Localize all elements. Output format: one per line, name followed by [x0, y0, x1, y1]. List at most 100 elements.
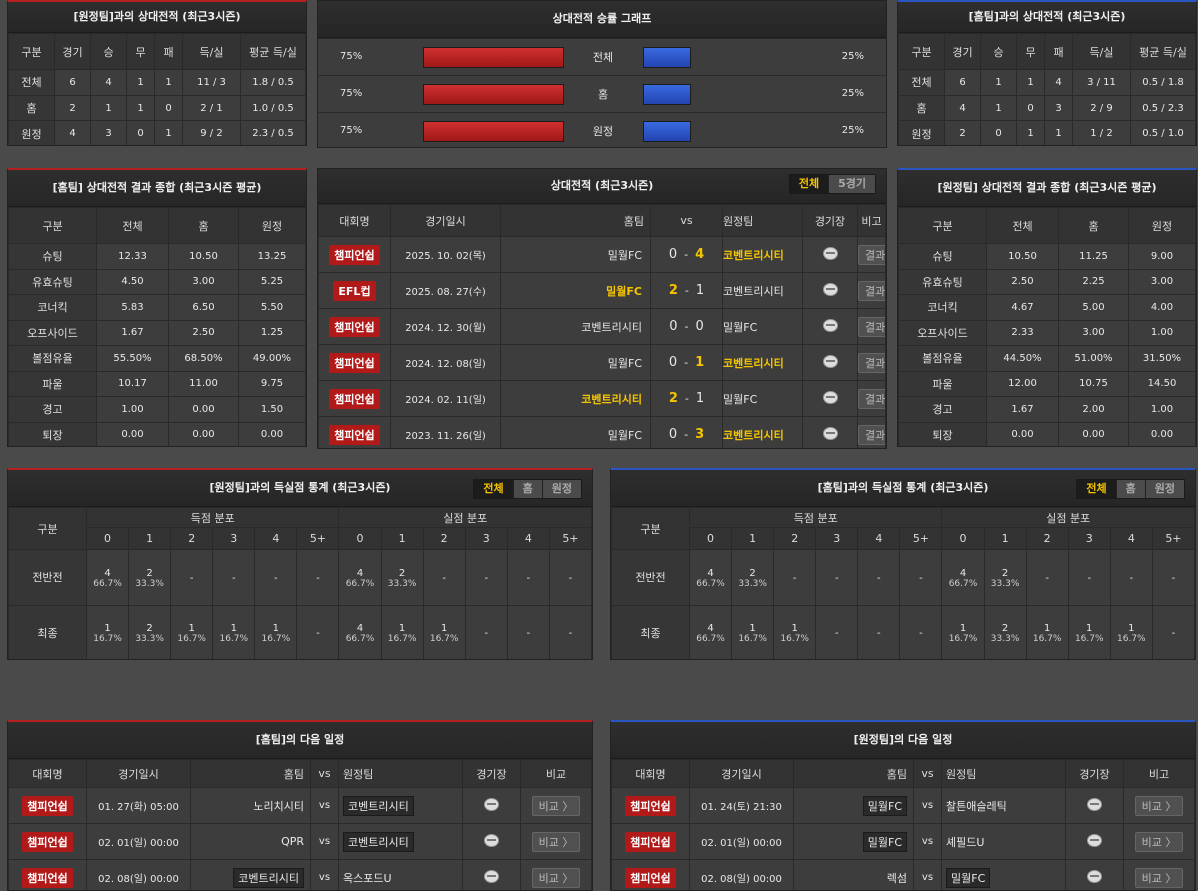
graph-home-bar [423, 47, 564, 68]
goal-col-header: 4 [254, 527, 298, 550]
row-label: 최종 [8, 604, 87, 659]
stadium-icon[interactable] [822, 426, 838, 440]
compare-cell: 비교 〉 [1123, 859, 1195, 890]
away-team[interactable]: 코벤트리시티 [722, 236, 803, 273]
stadium-icon[interactable] [484, 797, 499, 811]
goal-stats-table: 구분 득점 분포 실점 분포 0 1 2 3 4 5+ 0 1 2 3 4 5+ 전반전 4 66.7% 2 33.3… [8, 507, 592, 659]
home-h2h-rows: 전체 6 1 1 4 3 / 11 0.5 / 1.8 홈 4 1 0 3 2 / 9 0.5 / 2.3… [898, 69, 1196, 145]
table-cell: 1.00 [1128, 319, 1196, 346]
league-badge[interactable]: 챔피언쉽 [329, 388, 380, 409]
tab-all[interactable]: 전체 [789, 175, 829, 193]
home-team[interactable]: 밀월FC [500, 236, 651, 273]
table-cell: 1 [980, 69, 1017, 96]
league-badge-cell: 챔피언쉽 [611, 787, 690, 824]
col-header: 경기장 [802, 204, 858, 237]
home-team[interactable]: 밀월FC [500, 416, 651, 448]
league-badge[interactable]: 챔피언쉽 [625, 867, 676, 888]
compare-button[interactable]: 비교 〉 [1134, 795, 1184, 816]
stadium-icon[interactable] [822, 246, 838, 260]
away-team[interactable]: 밀월FC [722, 308, 803, 345]
home-team[interactable]: QPR [190, 823, 311, 860]
goal-col-header: 1 [128, 527, 172, 550]
stadium-icon[interactable] [822, 318, 838, 332]
table-cell: 5.83 [96, 294, 169, 321]
row-label: 홈 [8, 94, 55, 122]
goal-stats-title: [홈팀]과의 득실점 통계 (최근3시즌) 전체 홈 원정 [611, 470, 1195, 507]
league-badge[interactable]: 챔피언쉽 [329, 352, 380, 373]
away-team[interactable]: 찰튼애슬레틱 [941, 787, 1066, 824]
stadium-icon[interactable] [1087, 797, 1102, 811]
away-team[interactable]: 밀월FC [722, 380, 803, 417]
result-button[interactable]: 결과 〉 [858, 280, 885, 301]
league-badge[interactable]: 챔피언쉽 [329, 244, 380, 265]
away-team[interactable]: 코벤트리시티 [338, 823, 463, 860]
away-team[interactable]: 코벤트리시티 [722, 272, 803, 309]
result-button[interactable]: 결과 〉 [858, 352, 885, 373]
stadium-icon[interactable] [822, 354, 838, 368]
league-badge[interactable]: 챔피언쉽 [625, 795, 676, 816]
tab-2[interactable]: 원정 [1144, 480, 1184, 498]
tab-1[interactable]: 홈 [1115, 480, 1145, 498]
home-team[interactable]: 렉섬 [793, 859, 914, 890]
graph-home-bar [423, 84, 564, 105]
row-label: 슈팅 [898, 243, 987, 270]
compare-cell: 비교 〉 [1123, 787, 1195, 824]
result-button[interactable]: 결과 〉 [858, 244, 885, 265]
away-team[interactable]: 셰필드U [941, 823, 1066, 860]
league-badge[interactable]: 챔피언쉽 [22, 867, 73, 888]
compare-button[interactable]: 비교 〉 [531, 795, 581, 816]
home-team[interactable]: 노리치시티 [190, 787, 311, 824]
table-cell: 1 [90, 94, 127, 122]
home-team[interactable]: 코벤트리시티 [500, 380, 651, 417]
col-header: 홈팀 [500, 204, 651, 237]
away-team[interactable]: 밀월FC [941, 859, 1066, 890]
compare-button[interactable]: 비교 〉 [1134, 831, 1184, 852]
stadium-icon[interactable] [1087, 869, 1102, 883]
stadium-icon[interactable] [822, 390, 838, 404]
col-header: 원정팀 [722, 204, 803, 237]
away-team[interactable]: 옥스포드U [338, 859, 463, 890]
away-team[interactable]: 코벤트리시티 [338, 787, 463, 824]
goal-cell: 1 16.7% [170, 604, 214, 659]
home-team[interactable]: 코벤트리시티 [190, 859, 311, 890]
match-date: 02. 08(일) 00:00 [86, 859, 191, 890]
league-badge[interactable]: 챔피언쉽 [329, 316, 380, 337]
tab-1[interactable]: 홈 [512, 480, 542, 498]
away-team[interactable]: 코벤트리시티 [722, 344, 803, 381]
compare-button[interactable]: 비교 〉 [531, 831, 581, 852]
stadium-icon[interactable] [822, 282, 838, 296]
result-cell: 결과 〉 [857, 236, 886, 273]
table-cell: 49.00% [238, 345, 306, 372]
col-header: 홈팀 [793, 759, 914, 788]
tab-0[interactable]: 전체 [1077, 480, 1116, 498]
goal-col-header: 2 [170, 527, 214, 550]
stadium-icon[interactable] [1087, 833, 1102, 847]
compare-button[interactable]: 비교 〉 [1134, 867, 1184, 888]
league-badge[interactable]: 챔피언쉽 [329, 424, 380, 445]
result-button[interactable]: 결과 〉 [858, 388, 885, 409]
home-team[interactable]: 밀월FC [500, 344, 651, 381]
stadium-icon[interactable] [484, 833, 499, 847]
home-team[interactable]: 밀월FC [793, 787, 914, 824]
result-button[interactable]: 결과 〉 [858, 316, 885, 337]
result-button[interactable]: 결과 〉 [858, 424, 885, 445]
league-badge[interactable]: EFL컵 [333, 280, 376, 301]
stadium-icon[interactable] [484, 869, 499, 883]
home-team[interactable]: 밀월FC [500, 272, 651, 309]
table-cell: 3 [90, 120, 127, 145]
match-date: 2024. 12. 30(월) [390, 308, 501, 345]
league-badge[interactable]: 챔피언쉽 [625, 831, 676, 852]
tab-0[interactable]: 전체 [474, 480, 513, 498]
tab-2[interactable]: 원정 [541, 480, 581, 498]
home-team[interactable]: 코벤트리시티 [500, 308, 651, 345]
league-badge[interactable]: 챔피언쉽 [22, 831, 73, 852]
league-badge[interactable]: 챔피언쉽 [22, 795, 73, 816]
table-cell: 3.00 [168, 268, 239, 295]
tab-5games[interactable]: 5경기 [828, 175, 875, 193]
home-team[interactable]: 밀월FC [793, 823, 914, 860]
compare-button[interactable]: 비교 〉 [531, 867, 581, 888]
venue-cell [1065, 787, 1124, 824]
away-team[interactable]: 코벤트리시티 [722, 416, 803, 448]
graph-row-label: 전체 [592, 51, 614, 64]
